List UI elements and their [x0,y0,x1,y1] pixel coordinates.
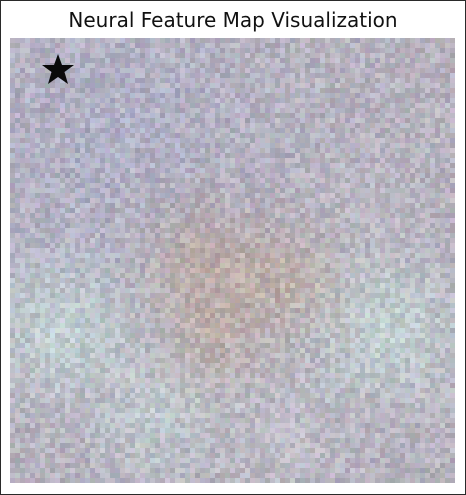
figure-title: Neural Feature Map Visualization [68,8,398,32]
feature-map-image [10,38,455,483]
feature-map [10,38,455,483]
star-icon [42,54,74,84]
star-marker-shape [42,54,74,84]
